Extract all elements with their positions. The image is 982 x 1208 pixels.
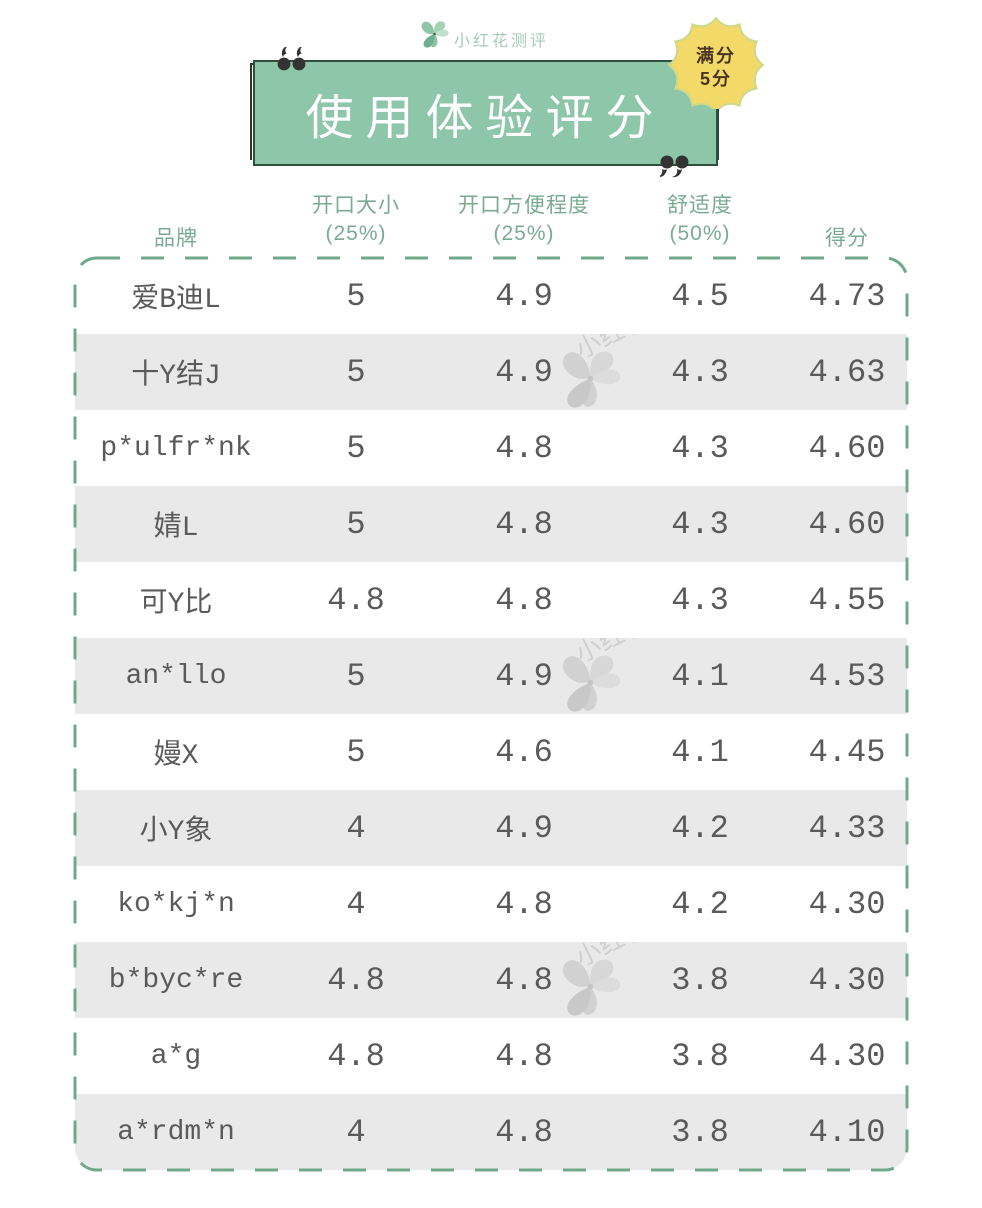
svg-text:小红花测评: 小红花测评 <box>571 942 700 972</box>
svg-text:小红花测评: 小红花测评 <box>571 334 700 364</box>
svg-text:小红花测评: 小红花测评 <box>571 638 700 668</box>
